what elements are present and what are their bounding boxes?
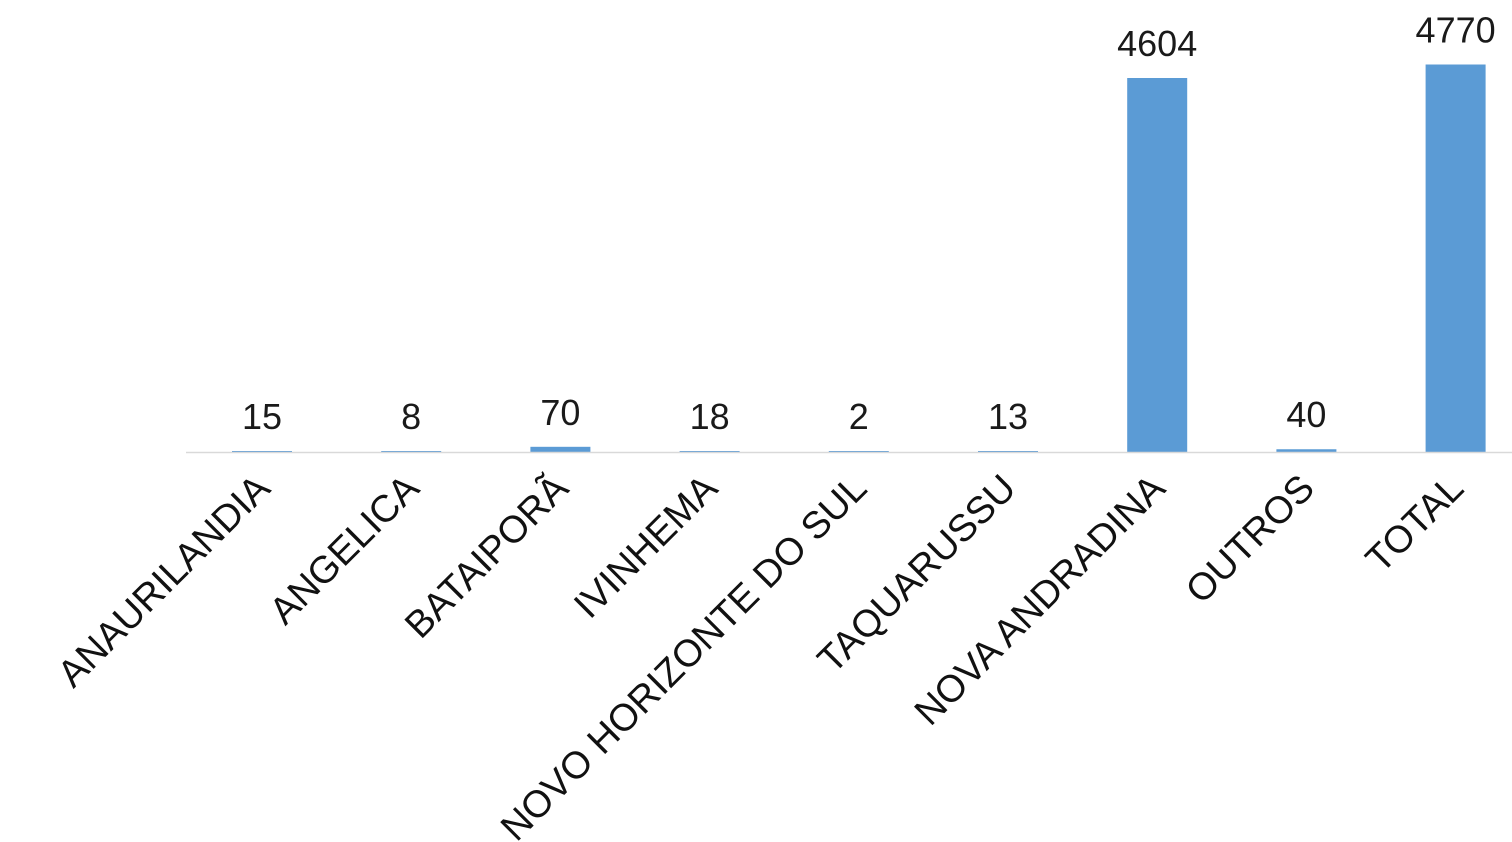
data-label-total: 4770: [1416, 10, 1496, 51]
data-label-ivinhema: 18: [690, 396, 730, 437]
data-label-outros: 40: [1286, 394, 1326, 435]
data-label-taquarussu: 13: [988, 396, 1028, 437]
data-label-nova-andradina: 4604: [1117, 23, 1197, 64]
category-label-total: TOTAL: [1358, 467, 1472, 581]
category-labels-group: ANAURILANDIAANGELICABATAIPORÃIVINHEMANOV…: [50, 466, 1472, 842]
bar-bataipora: [530, 446, 591, 453]
category-label-outros: OUTROS: [1178, 467, 1323, 612]
data-label-anaurilandia: 15: [242, 396, 282, 437]
bar-outros: [1276, 449, 1337, 453]
bars-group: [232, 64, 1486, 453]
data-labels-group: 15 8 70 18 2 13 4604 40 4770: [242, 10, 1496, 438]
category-label-angelica: ANGELICA: [262, 467, 428, 633]
category-label-anaurilandia: ANAURILANDIA: [50, 467, 279, 696]
data-label-angelica: 8: [401, 396, 421, 437]
category-label-nova-andradina: NOVA ANDRADINA: [907, 467, 1174, 734]
bar-total: [1425, 64, 1486, 453]
bar-nova-andradina: [1127, 78, 1188, 453]
data-label-novo-horizonte-do-sul: 2: [849, 396, 869, 437]
data-label-bataipora: 70: [540, 392, 580, 433]
category-label-ivinhema: IVINHEMA: [566, 467, 726, 627]
